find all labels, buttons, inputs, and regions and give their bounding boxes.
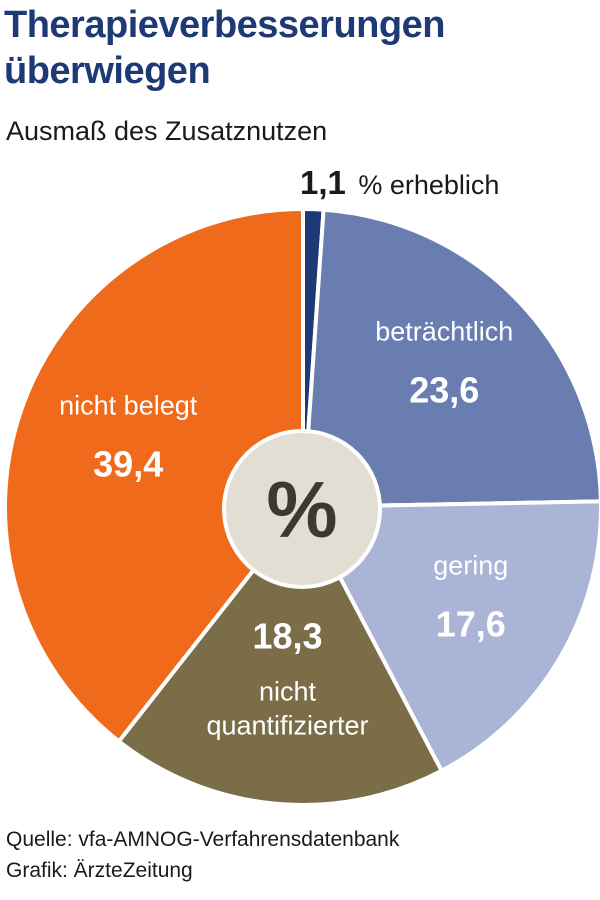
title-line-1: Therapieverbesserungen	[4, 4, 445, 46]
value-betraechtlich: 23,6	[409, 370, 479, 411]
slice-gering	[301, 499, 600, 773]
label-nicht-quantifizierter-line-1: nicht	[259, 676, 317, 706]
label-betraechtlich: beträchtlich	[375, 317, 513, 347]
callout-erheblich: 1,1 % erheblich	[300, 164, 499, 201]
label-nicht-quantifizierter-line-2: quantifizierter	[206, 710, 368, 740]
callout-value: 1,1	[300, 164, 346, 201]
credit-note: Grafik: ÄrzteZeitung	[6, 859, 193, 882]
value-nicht-quantifizierter: 18,3	[252, 615, 322, 656]
value-nicht-belegt: 39,4	[93, 444, 163, 485]
source-note: Quelle: vfa-AMNOG-Verfahrensdatenbank	[6, 828, 400, 851]
label-gering: gering	[433, 550, 508, 580]
slice-betraechtlich	[301, 207, 600, 509]
callout-suffix: % erheblich	[358, 170, 499, 200]
center-disc	[222, 429, 382, 589]
slice-nicht-quantifizierter	[116, 505, 444, 807]
slice-nicht-belegt	[3, 207, 305, 744]
chart-subtitle: Ausmaß des Zusatznutzen	[6, 116, 328, 146]
slice-labels: beträchtlich 23,6 gering 17,6 18,3 nicht quant…	[59, 317, 513, 741]
chart-title: Therapieverbesserungen überwiegen	[4, 2, 445, 94]
label-nicht-belegt: nicht belegt	[59, 391, 198, 421]
title-line-2: überwiegen	[4, 50, 211, 92]
value-gering: 17,6	[436, 603, 506, 644]
center-percent-label: %	[266, 465, 337, 554]
pie-slices	[3, 206, 600, 807]
